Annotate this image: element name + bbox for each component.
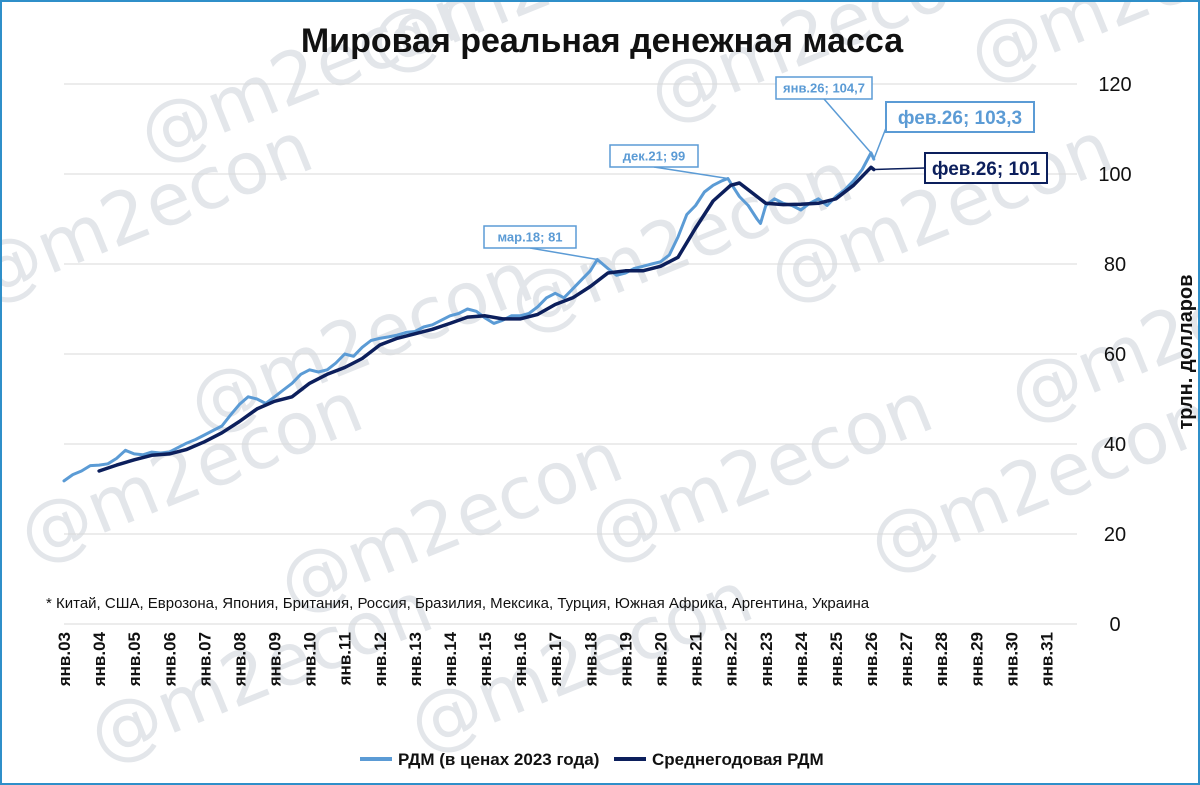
x-tick-label: янв.12: [371, 632, 390, 687]
annotations-layer: мар.18; 81 дек.21; 99 янв.26; 104,7 фев.26;…: [483, 76, 1048, 261]
x-tick-label: янв.03: [55, 632, 74, 687]
y-axis-label: трлн. долларов: [1175, 274, 1197, 429]
x-tick-label: янв.06: [160, 632, 179, 687]
annotation-leader: [873, 127, 887, 160]
annotation-label: фев.26; 103,3: [898, 108, 1022, 129]
series-layer: [62, 151, 876, 483]
y-tick-label: 20: [1104, 524, 1126, 546]
x-tick-label: янв.17: [546, 632, 565, 687]
gridlines: [64, 83, 1077, 625]
annotation-label: фев.26; 101: [932, 159, 1041, 180]
x-tick-label: янв.31: [1037, 632, 1056, 687]
annotation-label: янв.26; 104,7: [783, 81, 865, 96]
x-tick-label: янв.22: [722, 632, 741, 687]
annotation-box: [885, 101, 1035, 133]
x-tick-label: янв.07: [195, 632, 214, 687]
y-tick-label: 120: [1098, 74, 1131, 96]
y-tick-label: 80: [1104, 254, 1126, 276]
x-tick-label: янв.29: [967, 632, 986, 687]
footnote: * Китай, США, Еврозона, Япония, Британия…: [46, 595, 870, 612]
x-tick-label: янв.25: [827, 632, 846, 687]
annotation-leader: [823, 98, 872, 154]
x-tick-label: янв.21: [687, 632, 706, 687]
x-tick-label: янв.14: [441, 631, 460, 687]
x-tick-label: янв.11: [336, 632, 355, 686]
y-tick-label: 0: [1109, 614, 1120, 636]
annotation-leader: [653, 166, 728, 180]
x-tick-label: янв.13: [406, 632, 425, 687]
x-tick-label: янв.09: [266, 632, 285, 687]
x-tick-label: янв.08: [230, 632, 249, 687]
x-tick-label: янв.16: [511, 632, 530, 687]
y-tick-label: 60: [1104, 344, 1126, 366]
x-tick-label: янв.15: [476, 632, 495, 687]
annotation-box: [609, 144, 699, 168]
annotation-leader: [873, 167, 926, 171]
y-tick-label: 100: [1098, 164, 1131, 186]
x-tick-label: янв.19: [616, 632, 635, 687]
x-tick-label: янв.24: [792, 631, 811, 687]
x-tick-label: янв.10: [301, 632, 320, 687]
x-tick-label: янв.04: [90, 631, 109, 687]
legend-label: РДМ (в ценах 2023 года): [398, 750, 599, 769]
legend-label: Среднегодовая РДМ: [652, 750, 824, 769]
annotation-label: мар.18; 81: [497, 230, 562, 245]
annotation-box: [483, 225, 577, 249]
annotation-label: дек.21; 99: [623, 149, 685, 164]
annotation-box: [924, 152, 1048, 184]
x-tick-label: янв.26: [862, 632, 881, 687]
legend: РДМ (в ценах 2023 года) Среднегодовая РДМ: [360, 750, 824, 769]
annotation-box: [775, 76, 873, 100]
x-tick-label: янв.18: [581, 632, 600, 687]
y-axis-ticks: 0 20 40 60 80 100 120: [1098, 74, 1131, 636]
x-tick-label: янв.30: [1002, 632, 1021, 687]
x-tick-label: янв.20: [651, 632, 670, 687]
annotation-leader: [529, 247, 598, 261]
chart-title: Мировая реальная денежная масса: [301, 22, 904, 60]
series-line-average: [97, 165, 876, 473]
watermark-text: @m2econ: [957, 2, 1198, 98]
x-tick-label: янв.05: [125, 632, 144, 687]
x-tick-label: янв.28: [932, 632, 951, 687]
x-tick-label: янв.23: [757, 632, 776, 687]
y-tick-label: 40: [1104, 434, 1126, 456]
x-axis-ticks: янв.03 янв.04 янв.05 янв.06 янв.07 янв.08 янв.…: [55, 631, 1056, 687]
x-tick-label: янв.27: [897, 632, 916, 687]
